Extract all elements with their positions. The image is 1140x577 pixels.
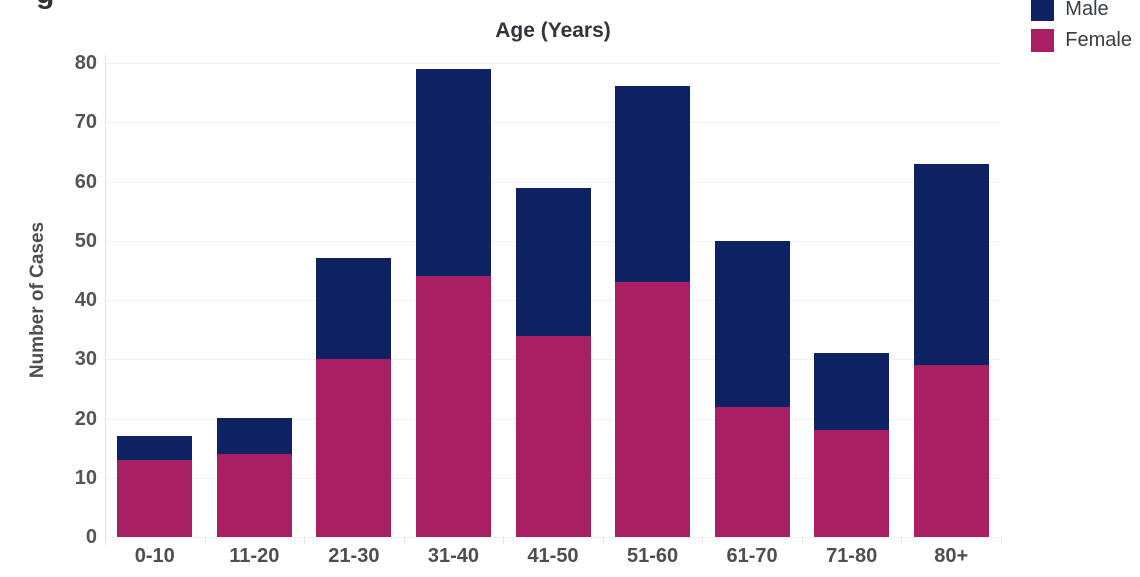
bar-female-41-50[interactable] (515, 336, 591, 537)
bar-female-21-30[interactable] (316, 359, 392, 537)
bar-male-31-40[interactable] (415, 69, 491, 276)
bar-female-80+[interactable] (913, 365, 989, 537)
x-category-label: 21-30 (328, 545, 380, 567)
legend-item-label: Male (1065, 0, 1109, 20)
x-category-label: 51-60 (626, 545, 679, 567)
x-axis-tick (403, 537, 405, 544)
y-tick-label: 0 (85, 526, 97, 548)
y-tick-label: 30 (74, 348, 97, 371)
bar-male-41-50[interactable] (515, 188, 591, 336)
x-axis-tick (702, 537, 704, 544)
bar-male-0-10[interactable] (117, 436, 193, 460)
y-tick-label: 80 (74, 52, 97, 74)
female-series-swatch (1031, 28, 1055, 52)
y-tick-label: 70 (74, 111, 97, 134)
bar-male-21-30[interactable] (316, 258, 392, 359)
legend-item-female[interactable]: Female (1031, 28, 1132, 52)
x-axis-tick (1001, 537, 1002, 544)
bar-female-71-80[interactable] (814, 430, 890, 537)
x-category-label: 0-10 (134, 545, 175, 567)
gridline-70 (105, 122, 1001, 124)
chart-title: Age (Years) (495, 19, 611, 42)
y-tick-label: 10 (74, 466, 97, 489)
x-axis-tick (503, 537, 505, 544)
bar-female-0-10[interactable] (117, 460, 193, 537)
bar-female-11-20[interactable] (216, 454, 292, 537)
bar-female-61-70[interactable] (714, 407, 790, 537)
x-axis-tick (105, 537, 106, 544)
x-axis-tick (801, 537, 803, 544)
y-tick-label: 50 (74, 229, 97, 252)
x-category-label: 71-80 (826, 545, 878, 567)
x-category-label: 41-50 (527, 545, 579, 567)
y-tick-label: 40 (74, 289, 97, 311)
gridline-60 (105, 181, 1001, 183)
x-axis-tick (901, 537, 903, 544)
y-tick-label: 60 (74, 170, 97, 193)
bar-male-61-70[interactable] (714, 241, 790, 407)
bar-female-51-60[interactable] (615, 282, 691, 537)
cropped-heading-fragment: g (36, 0, 54, 11)
x-category-label: 31-40 (427, 545, 479, 567)
bar-male-11-20[interactable] (216, 418, 292, 454)
bar-male-51-60[interactable] (615, 86, 691, 282)
y-axis-line (105, 55, 106, 545)
x-category-label: 80+ (934, 545, 969, 567)
legend-item-label: Female (1065, 29, 1132, 51)
y-tick-label: 20 (74, 407, 97, 430)
male-series-swatch (1031, 0, 1055, 21)
x-axis-tick (602, 537, 604, 544)
bar-female-31-40[interactable] (415, 276, 491, 537)
x-category-label: 11-20 (229, 545, 280, 567)
legend-item-male[interactable]: Male (1031, 0, 1132, 21)
x-category-label: 61-70 (726, 545, 778, 567)
x-axis-tick (204, 537, 206, 544)
gridline-0 (105, 537, 1001, 538)
gridline-80 (105, 63, 1001, 64)
bar-male-80+[interactable] (913, 164, 989, 365)
legend: Male Female (1031, 0, 1132, 59)
x-axis-tick (304, 537, 306, 544)
bar-male-71-80[interactable] (814, 353, 890, 430)
